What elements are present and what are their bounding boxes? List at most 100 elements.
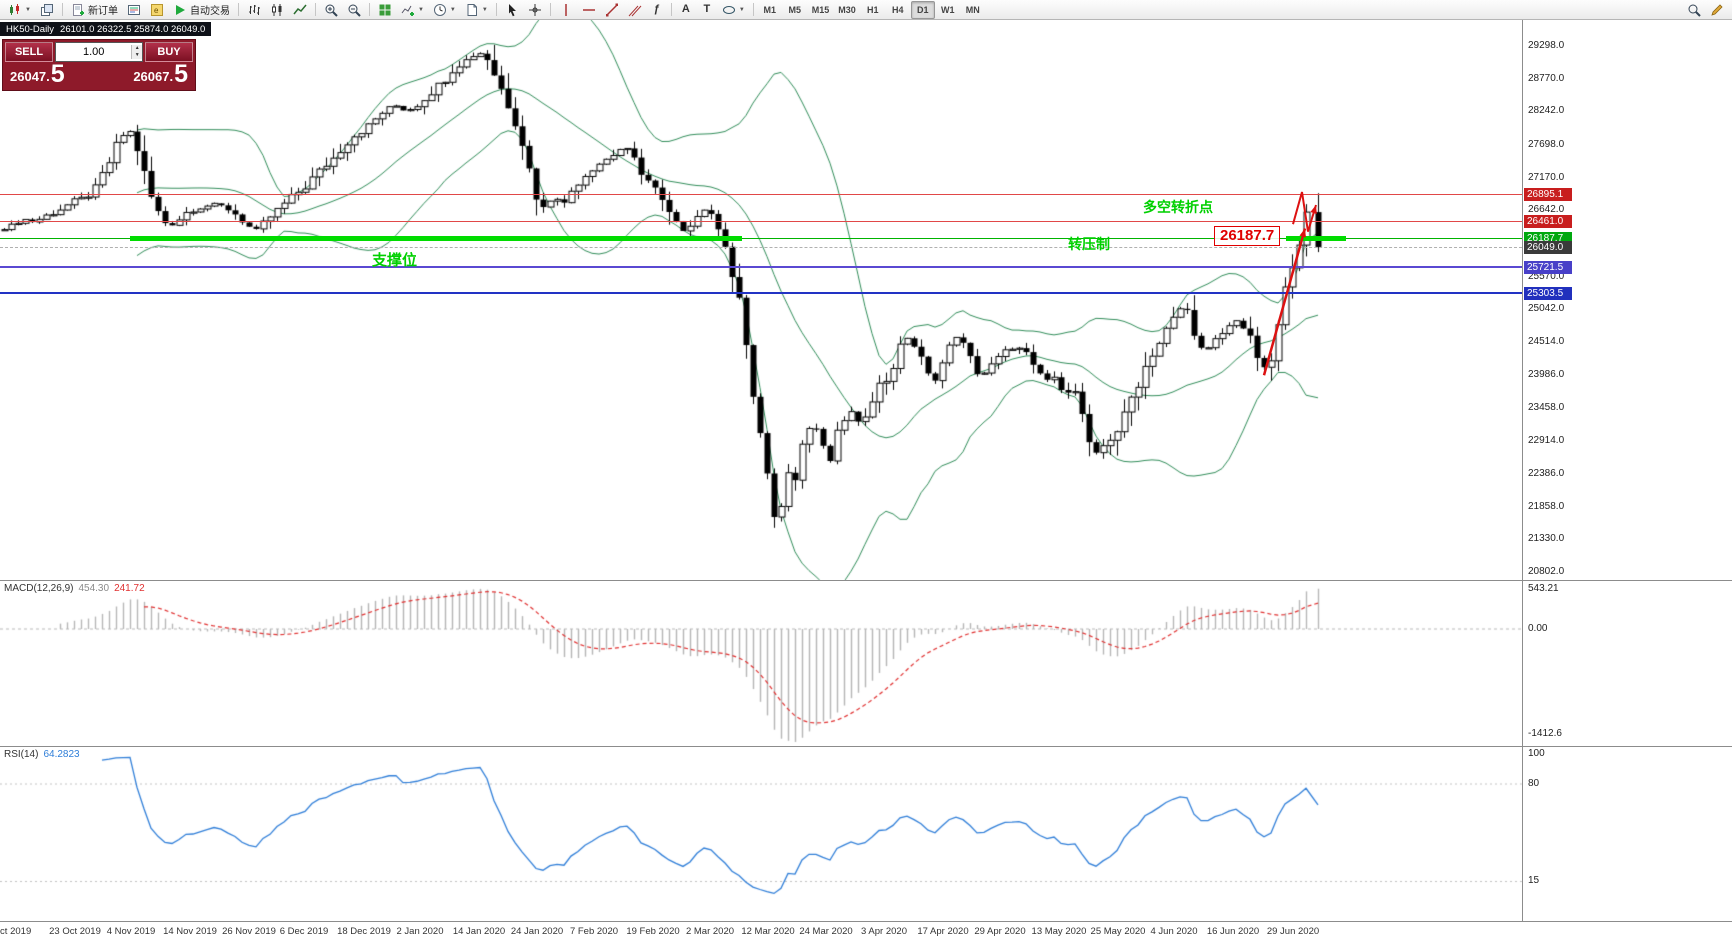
price-tick-label: 27170.0: [1528, 171, 1565, 183]
price-badge-26895.1: 26895.1: [1524, 188, 1572, 202]
date-label: 18 Dec 2019: [337, 926, 391, 937]
rsi-pane-separator[interactable]: [0, 746, 1732, 747]
toolbar-separator: [495, 3, 497, 16]
cursor-button[interactable]: [501, 1, 523, 19]
template-icon: [467, 3, 477, 16]
macd-axis-label: 543.21: [1528, 583, 1559, 594]
sell-button[interactable]: SELL: [5, 42, 53, 62]
date-label: 23 Oct 2019: [49, 926, 101, 937]
metaeditor-button[interactable]: e: [146, 1, 168, 19]
fibonacci-button[interactable]: ƒ: [647, 1, 667, 19]
autotrading-button[interactable]: 自动交易: [169, 1, 234, 19]
indicators-button[interactable]: ▼: [397, 1, 428, 19]
trendline-icon: [605, 3, 618, 16]
price-tick-label: 22386.0: [1528, 467, 1565, 479]
date-label: 2 Jan 2020: [396, 926, 444, 937]
date-label: 4 Nov 2019: [106, 926, 156, 937]
new-order-button[interactable]: 新订单: [67, 1, 122, 19]
volume-decrease-button[interactable]: ▼: [132, 52, 142, 59]
date-label: 2 Mar 2020: [685, 926, 735, 937]
candlestick-chart-button[interactable]: [266, 1, 288, 19]
horizontal-line-button[interactable]: [578, 1, 600, 19]
price-badge-26461.0: 26461.0: [1524, 215, 1572, 229]
ohlc-values: 26101.0 26322.5 25874.0 26049.0: [60, 23, 206, 35]
chevron-down-icon: ▼: [481, 6, 488, 13]
buy-button[interactable]: BUY: [145, 42, 193, 62]
chart-title-bar: HK50-Daily 26101.0 26322.5 25874.0 26049…: [0, 22, 212, 36]
resistance-annotation[interactable]: 转压制: [1068, 235, 1110, 252]
price-tick-label: 20802.0: [1528, 566, 1565, 577]
price-callout[interactable]: 26187.7: [1214, 226, 1281, 247]
price-axis[interactable]: 29298.0 28770.0 28242.0 27698.0 27170.0 26642…: [1522, 20, 1732, 943]
pencil-icon: [1711, 3, 1723, 16]
chevron-down-icon: ▼: [449, 6, 456, 13]
timeframe-m1[interactable]: M1: [758, 1, 782, 19]
date-label: 24 Mar 2020: [799, 926, 853, 937]
text-button[interactable]: A: [676, 1, 696, 19]
timeframe-h1[interactable]: H1: [861, 1, 885, 19]
timeframe-m30[interactable]: M30: [834, 1, 860, 19]
indicators-icon: [401, 5, 414, 16]
timeframe-mn[interactable]: MN: [961, 1, 985, 19]
price-tick-label: 29298.0: [1528, 40, 1565, 51]
chevron-down-icon: ▼: [25, 6, 31, 13]
volume-field[interactable]: ▲ ▼: [55, 42, 143, 62]
zoom-in-button[interactable]: [320, 1, 342, 19]
macd-value: 454.30: [78, 583, 110, 594]
rsi-value: 64.2823: [43, 749, 80, 760]
label-button[interactable]: T: [697, 1, 717, 19]
date-label: 26 Nov 2019: [222, 926, 276, 937]
timeframe-m5[interactable]: M5: [783, 1, 807, 19]
date-label: 12 Mar 2020: [741, 926, 795, 937]
channel-button[interactable]: [624, 1, 646, 19]
volume-input[interactable]: [56, 46, 132, 58]
tile-windows-button[interactable]: [374, 1, 396, 19]
macd-axis-label: -1412.6: [1528, 728, 1562, 739]
market-watch-button[interactable]: [123, 1, 145, 19]
vertical-line-button[interactable]: [555, 1, 577, 19]
macd-pane-separator[interactable]: [0, 580, 1732, 581]
new-chart-button[interactable]: ▼: [4, 1, 35, 19]
price-badge-25303.5: 25303.5: [1524, 286, 1572, 300]
crosshair-icon: [528, 3, 541, 16]
rsi-axis-label: 80: [1528, 778, 1540, 789]
templates-button[interactable]: ▼: [461, 1, 492, 19]
trendline-button[interactable]: [601, 1, 623, 19]
support-annotation[interactable]: 支撑位: [372, 251, 418, 269]
quick-edit-button[interactable]: [1706, 1, 1728, 19]
shapes-button[interactable]: ▼: [718, 1, 749, 19]
timeframe-m15[interactable]: M15: [808, 1, 834, 19]
toolbar-separator: [61, 3, 63, 16]
crosshair-button[interactable]: [524, 1, 546, 19]
sell-price-major: 5: [50, 60, 65, 88]
one-click-trading-panel: SELL ▲ ▼ BUY 26047. 5 26067. 5: [2, 39, 196, 91]
profiles-icon: [40, 3, 53, 16]
line-chart-button[interactable]: [289, 1, 311, 19]
price-tick-label: 23458.0: [1528, 401, 1565, 413]
timeframe-d1[interactable]: D1: [910, 0, 935, 19]
macd-label: MACD(12,26,9) 454.30 241.72: [4, 583, 145, 594]
price-tick-label: 28770.0: [1528, 72, 1565, 84]
toolbar-separator: [670, 3, 672, 16]
periods-button[interactable]: ▼: [429, 1, 460, 19]
zoom-out-button[interactable]: [343, 1, 365, 19]
toolbar-separator: [368, 3, 370, 16]
timeframe-w1[interactable]: W1: [936, 1, 960, 19]
timeframe-h4[interactable]: H4: [886, 1, 910, 19]
toolbar-separator: [752, 3, 754, 16]
search-button[interactable]: [1683, 1, 1705, 19]
volume-increase-button[interactable]: ▲: [132, 45, 142, 52]
bar-chart-button[interactable]: [243, 1, 265, 19]
pivot-annotation[interactable]: 多空转折点: [1143, 198, 1213, 215]
profiles-button[interactable]: [36, 1, 58, 19]
autotrading-play-icon: [175, 4, 185, 15]
horizontal-line-icon: [582, 8, 595, 11]
price-tick-label: 28242.0: [1528, 105, 1565, 117]
time-axis[interactable]: 1 Oct 2019 23 Oct 2019 4 Nov 2019 14 Nov 20…: [0, 921, 1732, 943]
new-order-icon: [72, 3, 84, 16]
macd-name: MACD(12,26,9): [4, 583, 74, 594]
price-tick-label: 26642.0: [1528, 204, 1565, 216]
rsi-axis-label: 100: [1528, 748, 1545, 759]
